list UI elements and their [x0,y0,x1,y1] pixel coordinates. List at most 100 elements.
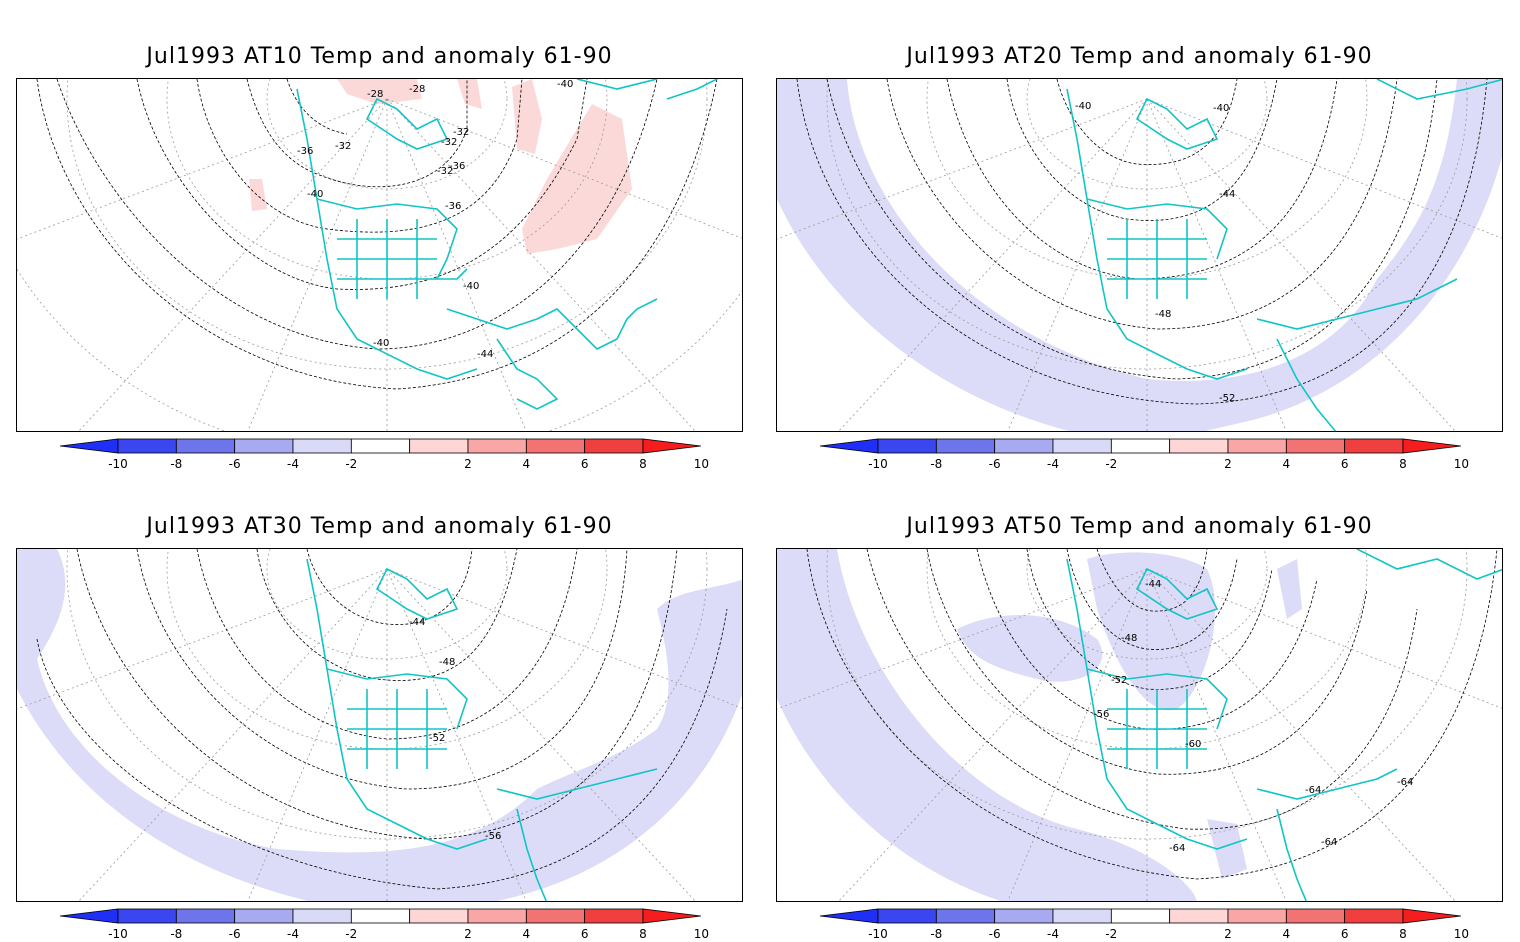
colorbar-segment [409,438,469,454]
lat-lon-grid [17,79,742,431]
anomaly-positive-region [512,79,542,154]
contour-lines [36,79,718,390]
colorbar-label: 6 [580,457,589,471]
colorbar-segment [525,438,586,454]
colorbar-arrow-right [1402,438,1461,454]
colorbar-label: 4 [522,457,531,471]
colorbar-segment [935,908,996,924]
panel-at30: Jul1993 AT30 Temp and anomaly 61-90 [0,470,760,942]
anomaly-negative-region [777,79,1502,431]
colorbar-segment [117,438,177,454]
colorbar-label: -8 [170,457,183,471]
map-at30: -44 -48 -52 -56 [16,548,743,902]
colorbar-segment [234,908,294,924]
colorbar-arrow-left [820,438,879,454]
colorbar-segment [467,908,527,924]
contour-label: -56 [1093,709,1109,720]
colorbar-segment [877,908,937,924]
contour-label: -28 [367,89,383,100]
colorbar-label: -8 [930,927,943,941]
colorbar-segment [1169,908,1229,924]
colorbar-segment [292,908,352,924]
colorbar-label: 2 [464,457,472,471]
lat-lon-grid [17,549,742,901]
map-canvas: -44 -48 -52 -56 [17,549,742,901]
colorbar-label: 8 [639,457,647,471]
colorbar-segment [935,438,996,454]
contour-label: -32 [335,141,351,152]
colorbar-segment [1110,438,1171,454]
colorbar-segment [584,438,644,454]
contour-label: -52 [1219,393,1235,404]
contour-label: -32 [437,166,453,177]
colorbar-segment [994,908,1054,924]
contour-label: -52 [429,733,445,744]
colorbar-arrow-left [60,438,119,454]
colorbar-segment [1285,908,1346,924]
colorbar-label: 8 [1399,927,1407,941]
colorbar-segment [1052,438,1112,454]
colorbar-segment [1344,908,1404,924]
colorbar-segment [1110,908,1171,924]
contour-label: -40 [373,338,389,349]
contour-label: -64 [1321,837,1337,848]
colorbar-label: -6 [228,457,241,471]
contour-label: -48 [1121,633,1137,644]
colorbar-label: 4 [522,927,531,941]
colorbar-label: -4 [287,927,299,941]
contour-label: -44 [477,349,493,360]
colorbar-arrow-right [642,438,701,454]
coastline [306,558,658,901]
colorbar-arrow-right [1402,908,1461,924]
panel-at20: Jul1993 AT20 Temp and anomaly 61-90 [760,0,1520,472]
panel-title: Jul1993 AT10 Temp and anomaly 61-90 [146,44,613,69]
coastline [296,79,718,410]
lat-lon-grid [777,549,1502,901]
contour-label: -48 [439,657,455,668]
contour-label: -52 [1111,675,1127,686]
colorbar: -10 -8 -6 -4 -2 2 4 6 8 10 [820,438,1469,472]
anomaly-negative-region [17,549,742,901]
colorbar-label: -4 [1047,927,1059,941]
colorbar-label: 8 [1399,457,1407,471]
panel-at50: Jul1993 AT50 Temp and anomaly 61-90 [760,470,1520,941]
contour-label: -36 [297,146,313,157]
colorbar-label: -4 [287,457,299,471]
contour-label: -28 [409,84,425,95]
colorbar-segment [117,908,177,924]
colorbar-svg [60,438,701,454]
colorbar-segment [1344,438,1404,454]
colorbar-label: -8 [170,927,183,941]
colorbar: -10 -8 -6 -4 -2 2 4 6 8 10 [60,908,709,942]
colorbar-segment [350,438,411,454]
map-at20: -40 -40 -44 -48 -52 [776,78,1503,432]
contour-label: -40 [1213,103,1229,114]
colorbar-label: 6 [1340,457,1349,471]
colorbar-label: -10 [868,927,888,941]
colorbar-label: 2 [1224,457,1232,471]
contour-label: -40 [463,281,479,292]
colorbar-label: 4 [1282,927,1291,941]
panel-at10: Jul1993 AT10 Temp and anomaly 61-90 [0,0,760,471]
colorbar-segment [584,908,644,924]
colorbar-label: -10 [108,457,128,471]
colorbar-segment [175,438,236,454]
colorbar-label: -4 [1047,457,1059,471]
colorbar-label: -10 [108,927,128,941]
colorbar-label: -6 [988,927,1001,941]
contour-label: -44 [1219,189,1235,200]
contour-label: -48 [1155,309,1171,320]
panel-title: Jul1993 AT50 Temp and anomaly 61-90 [906,514,1373,539]
colorbar-label: 6 [580,927,589,941]
colorbar-segment [175,908,236,924]
colorbar-arrow-left [60,908,119,924]
contour-label: -40 [307,189,323,200]
lat-lon-grid [777,79,1502,431]
colorbar-label: 10 [693,927,709,941]
contour-lines [806,549,1498,880]
contour-label: -36 [449,161,465,172]
colorbar-label: -10 [868,457,888,471]
colorbar-label: 2 [464,927,472,941]
map-at10: -28 -28 -40 -32 -32 -32 -36 -32 -36 -40 … [16,78,743,432]
colorbar-segment [1227,908,1287,924]
